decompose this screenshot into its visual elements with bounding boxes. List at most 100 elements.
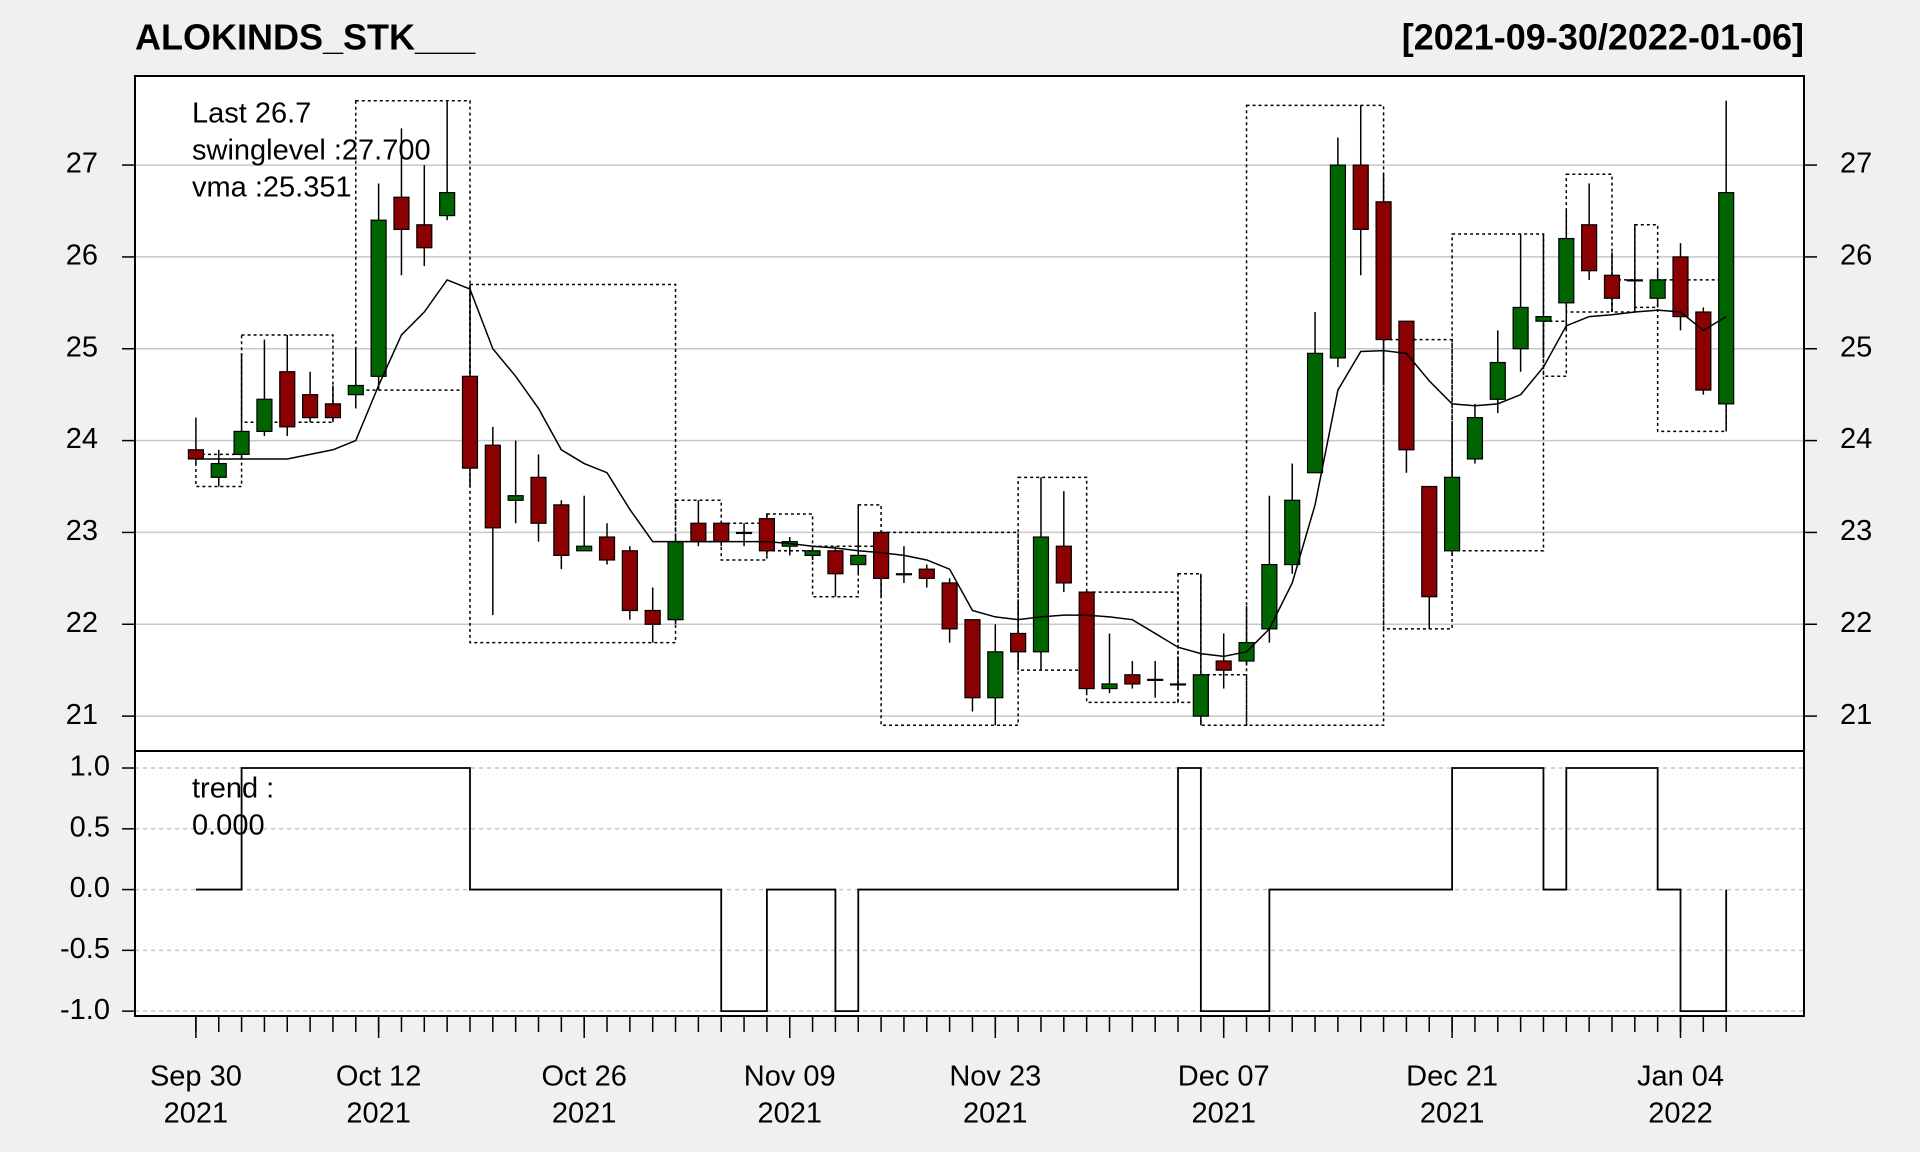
candle-body bbox=[1558, 237, 1575, 304]
x-tick-label: Oct 26 bbox=[541, 1061, 626, 1093]
candle-body bbox=[461, 375, 479, 469]
candle-body bbox=[324, 403, 342, 419]
candle-body bbox=[1672, 256, 1689, 318]
candle-body bbox=[1421, 485, 1438, 598]
legend-text: Last 26.7 bbox=[192, 98, 311, 130]
x-tick-label: Dec 07 bbox=[1178, 1061, 1270, 1093]
candle-body bbox=[987, 651, 1004, 699]
trend-step bbox=[195, 767, 1728, 1013]
swinglevel-box bbox=[1017, 476, 1088, 671]
candle-body bbox=[1649, 279, 1666, 299]
candle-body bbox=[553, 504, 570, 556]
candle-body bbox=[1284, 499, 1301, 566]
candle-body bbox=[233, 430, 250, 455]
candle-body bbox=[393, 196, 410, 230]
y-tick-label: 25 bbox=[1840, 331, 1872, 363]
candle-body bbox=[1581, 224, 1598, 272]
x-tick-year: 2021 bbox=[1420, 1098, 1485, 1130]
x-tick-label: Nov 23 bbox=[949, 1061, 1041, 1093]
candle-body bbox=[1718, 192, 1735, 405]
candle-body bbox=[1329, 164, 1347, 359]
x-tick-year: 2021 bbox=[963, 1098, 1028, 1130]
candle-body bbox=[1124, 674, 1141, 685]
candle-body bbox=[507, 495, 524, 501]
candle-body bbox=[1055, 545, 1072, 584]
swinglevel-box bbox=[1177, 573, 1202, 704]
y-tick-label: 27 bbox=[66, 148, 98, 180]
candle-body bbox=[1535, 316, 1552, 322]
x-tick-year: 2021 bbox=[757, 1098, 822, 1130]
candle-body bbox=[302, 394, 319, 419]
candle-body bbox=[1695, 311, 1712, 391]
candle-body bbox=[530, 476, 547, 524]
candle-body bbox=[370, 219, 387, 377]
swinglevel-box bbox=[880, 531, 1019, 727]
vma-line bbox=[195, 278, 1727, 658]
swinglevel-box bbox=[1565, 173, 1613, 313]
candle-body bbox=[1398, 320, 1415, 451]
swinglevel-box bbox=[857, 504, 882, 547]
swinglevel-box bbox=[195, 453, 243, 488]
candle-body bbox=[1626, 279, 1643, 282]
candle-body bbox=[484, 444, 501, 529]
y-tick-label: 26 bbox=[66, 240, 98, 272]
candle-body bbox=[210, 462, 227, 478]
y-tick-label: 22 bbox=[1840, 607, 1872, 639]
candle-body bbox=[964, 619, 981, 699]
x-tick-label: Oct 12 bbox=[336, 1061, 421, 1093]
candle-body bbox=[416, 224, 433, 249]
candle-body bbox=[279, 371, 296, 428]
y-tick-label: 22 bbox=[66, 607, 98, 639]
swinglevel-box bbox=[355, 100, 471, 391]
x-tick-label: Nov 09 bbox=[744, 1061, 836, 1093]
x-tick-label: Jan 04 bbox=[1637, 1061, 1724, 1093]
candle-body bbox=[895, 573, 913, 576]
chart-title: ALOKINDS_STK___ bbox=[135, 17, 476, 58]
candle-body bbox=[439, 192, 456, 217]
candle-body bbox=[187, 449, 204, 460]
plot-frame bbox=[134, 75, 1805, 1017]
candle-body bbox=[621, 550, 638, 612]
y-tick-label: -1.0 bbox=[60, 994, 110, 1026]
candle-body bbox=[347, 384, 364, 396]
candle-body bbox=[804, 550, 821, 556]
candle-body bbox=[1032, 536, 1050, 653]
plot-layer: 21 21 22 22 23 23 24 24 25 25 26 26 27 27 Last 26.7 swi… bbox=[60, 98, 1872, 1130]
y-tick-label: 21 bbox=[66, 699, 98, 731]
y-tick-label: 26 bbox=[1840, 240, 1872, 272]
candle-body bbox=[1375, 201, 1392, 341]
candle-body bbox=[1169, 683, 1187, 686]
candle-body bbox=[1101, 683, 1118, 690]
x-tick-label: Sep 30 bbox=[150, 1061, 242, 1093]
plot-background bbox=[135, 76, 1804, 1016]
candle-body bbox=[713, 522, 730, 543]
candle-body bbox=[667, 541, 684, 621]
candle-body bbox=[256, 398, 273, 433]
candle-body bbox=[1147, 678, 1164, 681]
y-tick-label: -0.5 bbox=[60, 933, 110, 965]
candle-body bbox=[827, 550, 844, 575]
candle-body bbox=[1215, 660, 1232, 671]
legend-text: swinglevel :27.700 bbox=[192, 135, 431, 167]
x-tick-year: 2021 bbox=[164, 1098, 229, 1130]
date-range: [2021-09-30/2022-01-06] bbox=[1402, 17, 1804, 58]
candle-body bbox=[1192, 674, 1209, 717]
candle-body bbox=[1466, 417, 1484, 460]
candle-body bbox=[1512, 306, 1529, 350]
candle-body bbox=[1306, 352, 1324, 474]
candle-body bbox=[735, 531, 753, 535]
candle-body bbox=[1078, 591, 1095, 690]
y-tick-label: 24 bbox=[66, 423, 98, 455]
candle-body bbox=[576, 545, 593, 552]
x-tick-year: 2022 bbox=[1648, 1098, 1713, 1130]
x-tick-year: 2021 bbox=[552, 1098, 617, 1130]
candle-body bbox=[1010, 632, 1027, 653]
legend-text: trend : bbox=[192, 773, 274, 805]
x-tick-label: Dec 21 bbox=[1406, 1061, 1498, 1093]
candle-body bbox=[1603, 274, 1621, 299]
legend-text: 0.000 bbox=[192, 810, 265, 842]
candle-body bbox=[690, 522, 707, 543]
swinglevel-box bbox=[1245, 104, 1385, 727]
candle-body bbox=[850, 554, 867, 566]
candle-body bbox=[918, 568, 935, 579]
